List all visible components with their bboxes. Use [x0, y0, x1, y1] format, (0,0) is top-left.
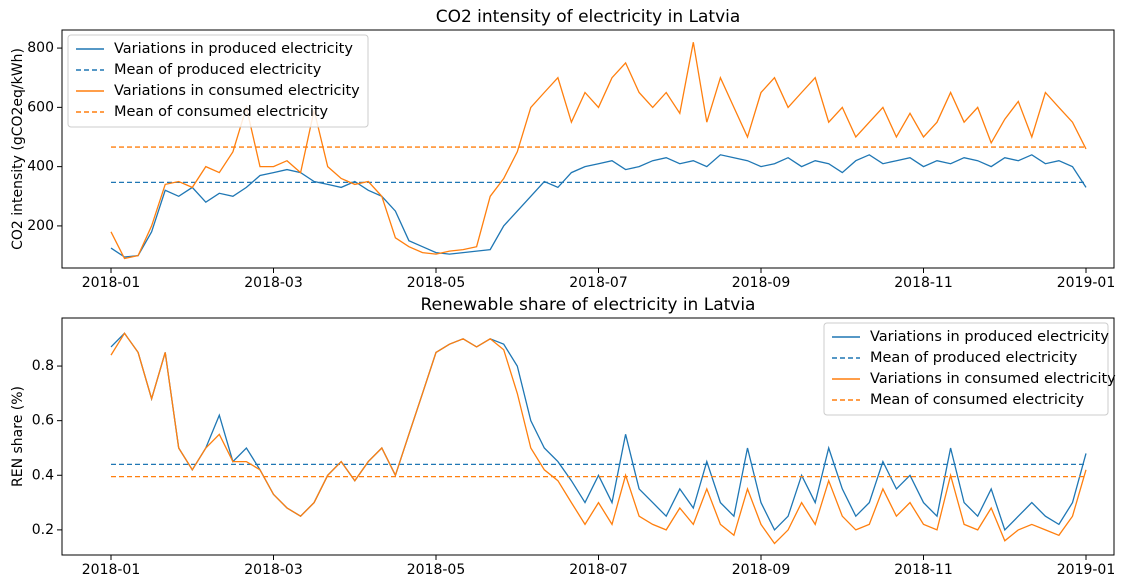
- data-line: [110, 154, 1087, 258]
- data-line: [110, 42, 1087, 260]
- axes-frame: [61, 317, 1115, 556]
- x-tick-label: 2018-07: [569, 562, 628, 578]
- axes-frame: [61, 29, 1115, 269]
- legend-label: Mean of consumed electricity: [870, 392, 1085, 408]
- x-tick-label: 2018-07: [569, 275, 628, 291]
- legend-label: Mean of produced electricity: [870, 350, 1078, 366]
- legend-label: Variations in produced electricity: [870, 329, 1109, 345]
- chart-title: Renewable share of electricity in Latvia: [421, 295, 756, 315]
- x-tick-label: 2018-11: [894, 275, 953, 291]
- y-tick-label: 400: [27, 159, 54, 175]
- y-tick-label: 600: [27, 99, 54, 115]
- x-tick-label: 2018-03: [244, 562, 303, 578]
- plot-area: [110, 332, 1087, 545]
- legend-box: [823, 322, 1109, 416]
- chart-title: CO2 intensity of electricity in Latvia: [436, 7, 741, 27]
- plot-area: [110, 42, 1087, 260]
- y-tick-label: 200: [27, 218, 54, 234]
- x-tick-label: 2018-05: [407, 562, 466, 578]
- legend-label: Variations in consumed electricity: [114, 83, 360, 99]
- y-axis-label: REN share (%): [10, 386, 26, 487]
- legend-label: Variations in produced electricity: [114, 41, 353, 57]
- x-tick-label: 2018-01: [82, 562, 141, 578]
- y-tick-label: 800: [27, 40, 54, 56]
- x-tick-label: 2018-05: [407, 275, 466, 291]
- y-tick-label: 0.4: [32, 467, 54, 483]
- x-tick-label: 2018-11: [894, 562, 953, 578]
- legend-box: [67, 34, 369, 128]
- legend-label: Variations in consumed electricity: [870, 371, 1116, 387]
- y-tick-label: 0.2: [32, 522, 54, 538]
- x-tick-label: 2018-09: [732, 562, 791, 578]
- x-tick-label: 2019-01: [1057, 562, 1116, 578]
- legend-label: Mean of produced electricity: [114, 62, 322, 78]
- x-tick-label: 2018-09: [732, 275, 791, 291]
- y-tick-label: 0.6: [32, 413, 54, 429]
- y-axis-label: CO2 intensity (gCO2eq/kWh): [10, 48, 26, 250]
- data-line: [110, 332, 1087, 545]
- y-tick-label: 0.8: [32, 358, 54, 374]
- legend-label: Mean of consumed electricity: [114, 104, 329, 120]
- x-tick-label: 2018-03: [244, 275, 303, 291]
- x-tick-label: 2019-01: [1057, 275, 1116, 291]
- x-tick-label: 2018-01: [82, 275, 141, 291]
